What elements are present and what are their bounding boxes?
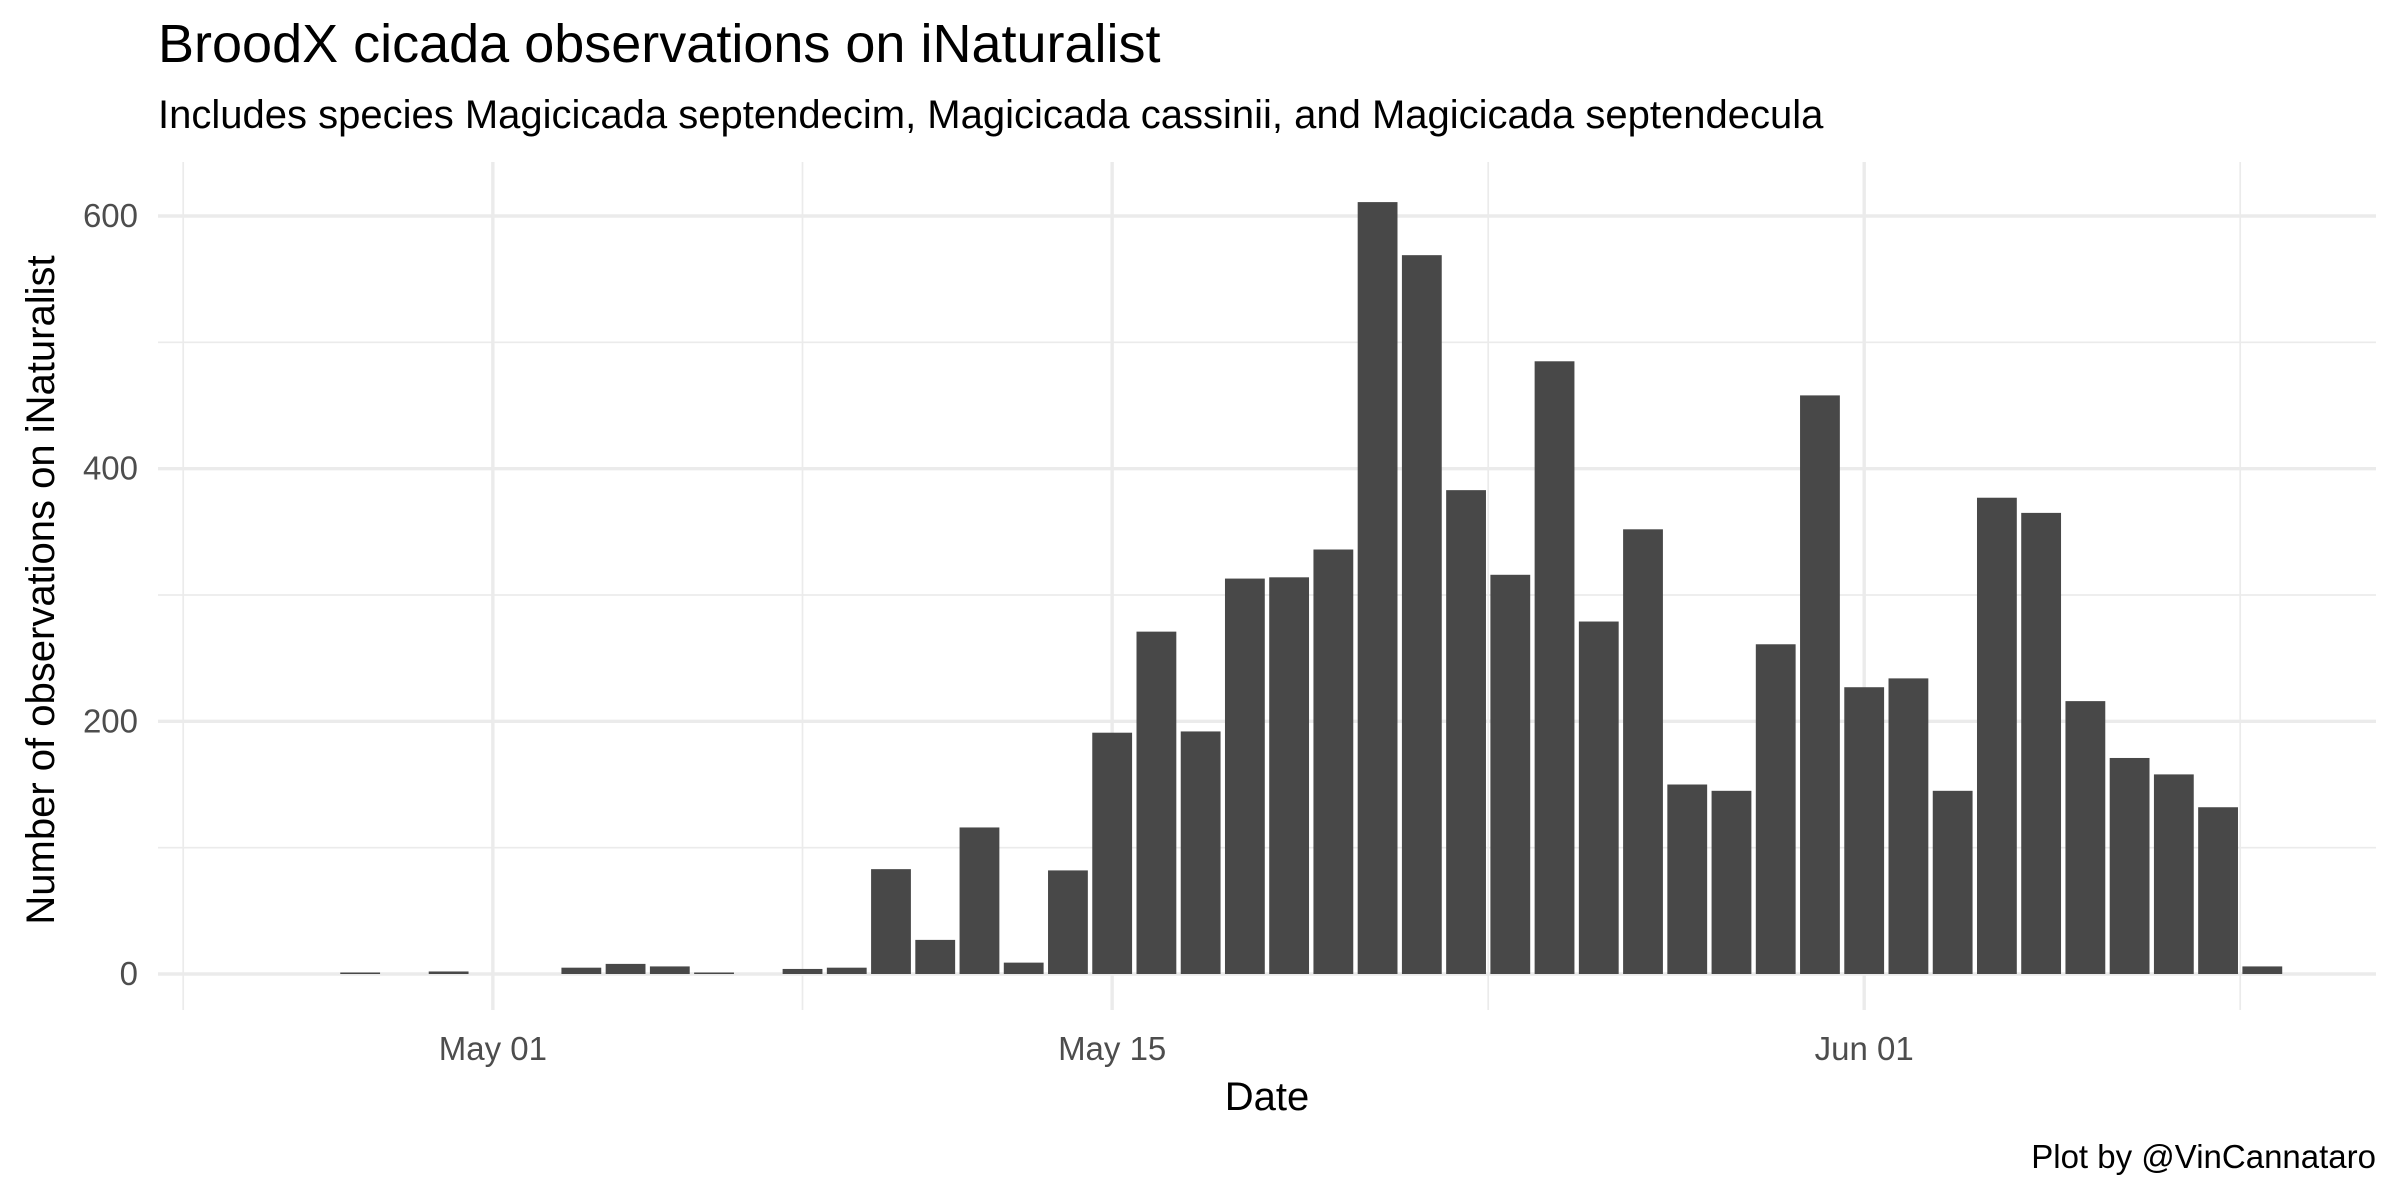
bar-2021-05-09 bbox=[826, 967, 867, 974]
bar-2021-06-04 bbox=[1976, 497, 2017, 974]
x-axis-title: Date bbox=[1225, 1075, 1310, 1119]
bar-2021-05-12 bbox=[959, 827, 1000, 974]
bar-2021-05-31 bbox=[1800, 395, 1840, 975]
bar-2021-06-02 bbox=[1888, 678, 1929, 974]
bar-2021-05-21 bbox=[1357, 202, 1398, 974]
bar-2021-05-27 bbox=[1623, 529, 1663, 974]
bar-2021-05-25 bbox=[1534, 361, 1575, 974]
gridlines bbox=[158, 162, 2376, 1010]
bar-2021-05-29 bbox=[1711, 790, 1752, 974]
chart-subtitle: Includes species Magicicada septendecim,… bbox=[158, 93, 1824, 137]
bar-2021-05-20 bbox=[1313, 549, 1354, 974]
bar-2021-05-10 bbox=[871, 869, 911, 974]
y-axis-ticks: 0 200 400 600 bbox=[83, 197, 138, 992]
bar-2021-05-08 bbox=[782, 968, 823, 974]
bar-2021-05-24 bbox=[1490, 574, 1531, 974]
bar-2021-05-26 bbox=[1578, 621, 1619, 974]
chart-title: BroodX cicada observations on iNaturalis… bbox=[158, 14, 1161, 74]
bar-2021-06-03 bbox=[1932, 790, 1973, 974]
x-tick-label-1: May 15 bbox=[1058, 1030, 1166, 1067]
x-tick-label-2: Jun 01 bbox=[1815, 1030, 1914, 1067]
bars bbox=[340, 202, 2283, 975]
bar-2021-05-04 bbox=[605, 963, 646, 974]
x-tick-label-0: May 01 bbox=[439, 1030, 547, 1067]
bar-2021-04-28 bbox=[340, 972, 381, 974]
y-axis-title: Number of observations on iNaturalist bbox=[19, 255, 63, 924]
y-tick-label-400: 400 bbox=[83, 450, 138, 487]
plot-caption: Plot by @VinCannataro bbox=[2031, 1138, 2376, 1175]
bar-2021-06-10 bbox=[2242, 966, 2283, 974]
bar-2021-05-28 bbox=[1667, 784, 1708, 974]
bar-2021-06-09 bbox=[2198, 807, 2238, 974]
bar-2021-05-11 bbox=[915, 939, 956, 974]
y-tick-label-0: 0 bbox=[120, 955, 138, 992]
x-axis-ticks: May 01 May 15 Jun 01 bbox=[439, 1030, 1914, 1067]
bar-2021-05-30 bbox=[1755, 644, 1796, 974]
bar-2021-06-06 bbox=[2065, 701, 2106, 974]
y-tick-label-200: 200 bbox=[83, 702, 138, 739]
bar-2021-05-05 bbox=[649, 966, 690, 974]
bar-2021-05-22 bbox=[1401, 255, 1442, 974]
bar-2021-05-03 bbox=[561, 967, 602, 974]
bar-2021-05-13 bbox=[1003, 962, 1044, 974]
bar-2021-05-14 bbox=[1048, 870, 1088, 974]
bar-2021-05-17 bbox=[1180, 731, 1221, 974]
bar-2021-05-15 bbox=[1092, 732, 1133, 974]
bar-2021-06-01 bbox=[1844, 687, 1885, 974]
bar-2021-04-30 bbox=[428, 971, 469, 974]
bar-2021-05-23 bbox=[1446, 490, 1486, 974]
bar-2021-06-08 bbox=[2153, 774, 2194, 974]
bar-2021-05-16 bbox=[1136, 631, 1177, 974]
bar-2021-05-19 bbox=[1269, 577, 1310, 974]
bar-2021-05-06 bbox=[694, 972, 734, 974]
bar-2021-06-05 bbox=[2021, 512, 2062, 974]
bar-2021-06-07 bbox=[2109, 757, 2150, 974]
bar-2021-05-18 bbox=[1224, 578, 1265, 974]
y-tick-label-600: 600 bbox=[83, 197, 138, 234]
